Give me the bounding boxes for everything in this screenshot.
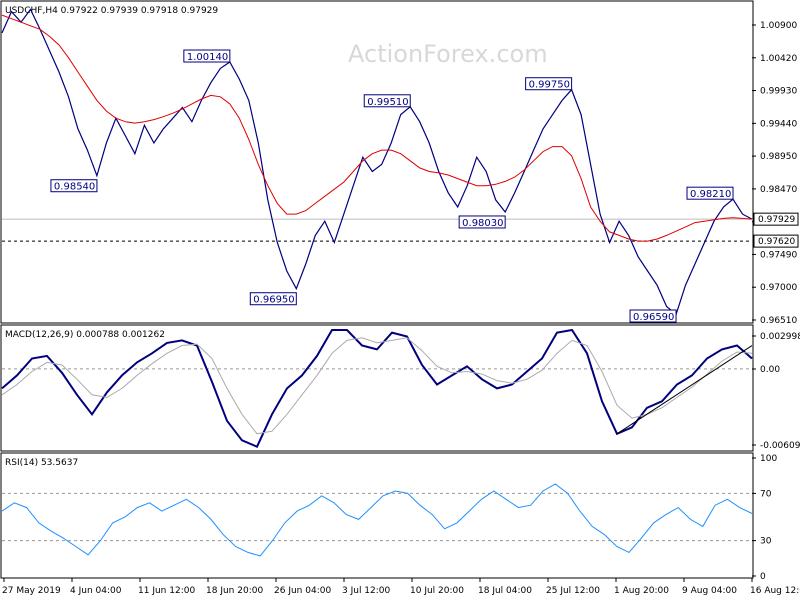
price-y-tick-label: 0.99930 [760, 87, 797, 97]
price-callout-label: 0.98210 [690, 189, 731, 200]
price-callout-label: 0.99750 [529, 80, 570, 91]
price-callouts: 0.98540 1.00140 0.96950 0.99510 0.98030 0.997… [50, 49, 734, 323]
macd-line [1, 328, 753, 449]
price-y-tick-label: 0.97000 [760, 283, 797, 293]
price-callout-label: 0.96950 [253, 295, 294, 306]
current-price-label: 0.97929 [758, 215, 795, 225]
price-callout-label: 0.96590 [633, 312, 674, 323]
rsi-marks [1, 483, 753, 557]
price-panel-frame [0, 0, 754, 324]
price-y-tick-label: 0.96510 [760, 316, 797, 326]
price-callout-box [363, 94, 411, 108]
macd-y-tick-label: 0.00 [760, 365, 780, 375]
rsi-panel: RSI(14) 53.5637 100 70 30 0 [0, 452, 777, 582]
rsi-y-tick-label: 30 [760, 537, 772, 547]
price-callout-box [50, 179, 98, 193]
x-tick-label: 25 Jul 12:00 [546, 586, 600, 596]
current-price-box [753, 212, 799, 226]
rsi-y-tick-label: 70 [760, 489, 772, 499]
price-y-tick-label: 0.97490 [760, 250, 797, 260]
watermark: ActionForex.com [348, 40, 548, 68]
rsi-line [1, 483, 753, 557]
x-tick-label: 18 Jun 20:00 [206, 586, 263, 596]
price-y-tick-label: 0.98470 [760, 185, 797, 195]
price-marks: 0.97929 0.97620 [1, 8, 799, 316]
price-line [1, 8, 753, 316]
price-callout-label: 0.99510 [367, 97, 408, 108]
x-tick-label: 11 Jun 12:00 [138, 586, 195, 596]
macd-y-tick-label: 0.002998 [760, 332, 800, 342]
macd-panel: MACD(12,26,9) 0.000788 0.001262 0.002998… [0, 324, 800, 452]
price-panel: USDCHF,H4 0.97922 0.97939 0.97918 0.9792… [0, 0, 799, 326]
price-y-tick-label: 0.99440 [760, 119, 797, 129]
price-callout-label: 0.98540 [54, 182, 95, 193]
rsi-panel-frame [0, 452, 754, 579]
macd-y-axis: 0.002998 0.00 -0.006097 [752, 332, 800, 451]
x-tick-label: 3 Jul 12:00 [342, 586, 391, 596]
price-callout-label: 1.00140 [187, 52, 228, 63]
x-tick-label: 4 Jun 04:00 [70, 586, 122, 596]
x-tick-label: 1 Aug 20:00 [614, 586, 669, 596]
rsi-y-tick-label: 100 [760, 454, 777, 464]
price-y-tick-label: 1.00900 [760, 21, 797, 31]
price-callout-box [249, 292, 297, 306]
price-title: USDCHF,H4 0.97922 0.97939 0.97918 0.9792… [5, 6, 218, 16]
x-tick-label: 16 Aug 12:00 [750, 586, 800, 596]
rsi-y-tick-label: 0 [760, 572, 766, 582]
price-y-axis: 1.00900 1.00420 0.99930 0.99440 0.98950 0.984… [752, 21, 797, 326]
price-y-tick-label: 0.98950 [760, 152, 797, 162]
price-callout-label: 0.98030 [462, 218, 503, 229]
moving-average-line [1, 14, 753, 242]
price-callout-box [525, 77, 573, 91]
x-tick-label: 27 May 2019 [2, 586, 61, 596]
x-tick-label: 10 Jul 20:00 [410, 586, 464, 596]
macd-signal-line [1, 337, 753, 435]
macd-title: MACD(12,26,9) 0.000788 0.001262 [5, 330, 165, 340]
price-callout-box [458, 215, 506, 229]
support-box [753, 234, 799, 248]
rsi-y-axis: 100 70 30 0 [752, 454, 777, 582]
macd-panel-frame [0, 324, 754, 452]
price-callout-box [686, 186, 734, 200]
price-y-tick-label: 1.00420 [760, 54, 797, 64]
rsi-title: RSI(14) 53.5637 [5, 458, 78, 468]
x-tick-label: 9 Aug 04:00 [682, 586, 737, 596]
x-axis: 27 May 2019 4 Jun 04:00 11 Jun 12:00 18 Jun… [2, 578, 800, 596]
price-callout-box [629, 309, 677, 323]
x-tick-label: 18 Jul 04:00 [478, 586, 532, 596]
macd-y-tick-label: -0.006097 [760, 441, 800, 451]
x-tick-label: 26 Jun 04:00 [274, 586, 331, 596]
macd-marks [1, 328, 753, 449]
price-callout-box [183, 49, 231, 63]
macd-trendline [616, 345, 753, 435]
support-label: 0.97620 [758, 237, 795, 247]
